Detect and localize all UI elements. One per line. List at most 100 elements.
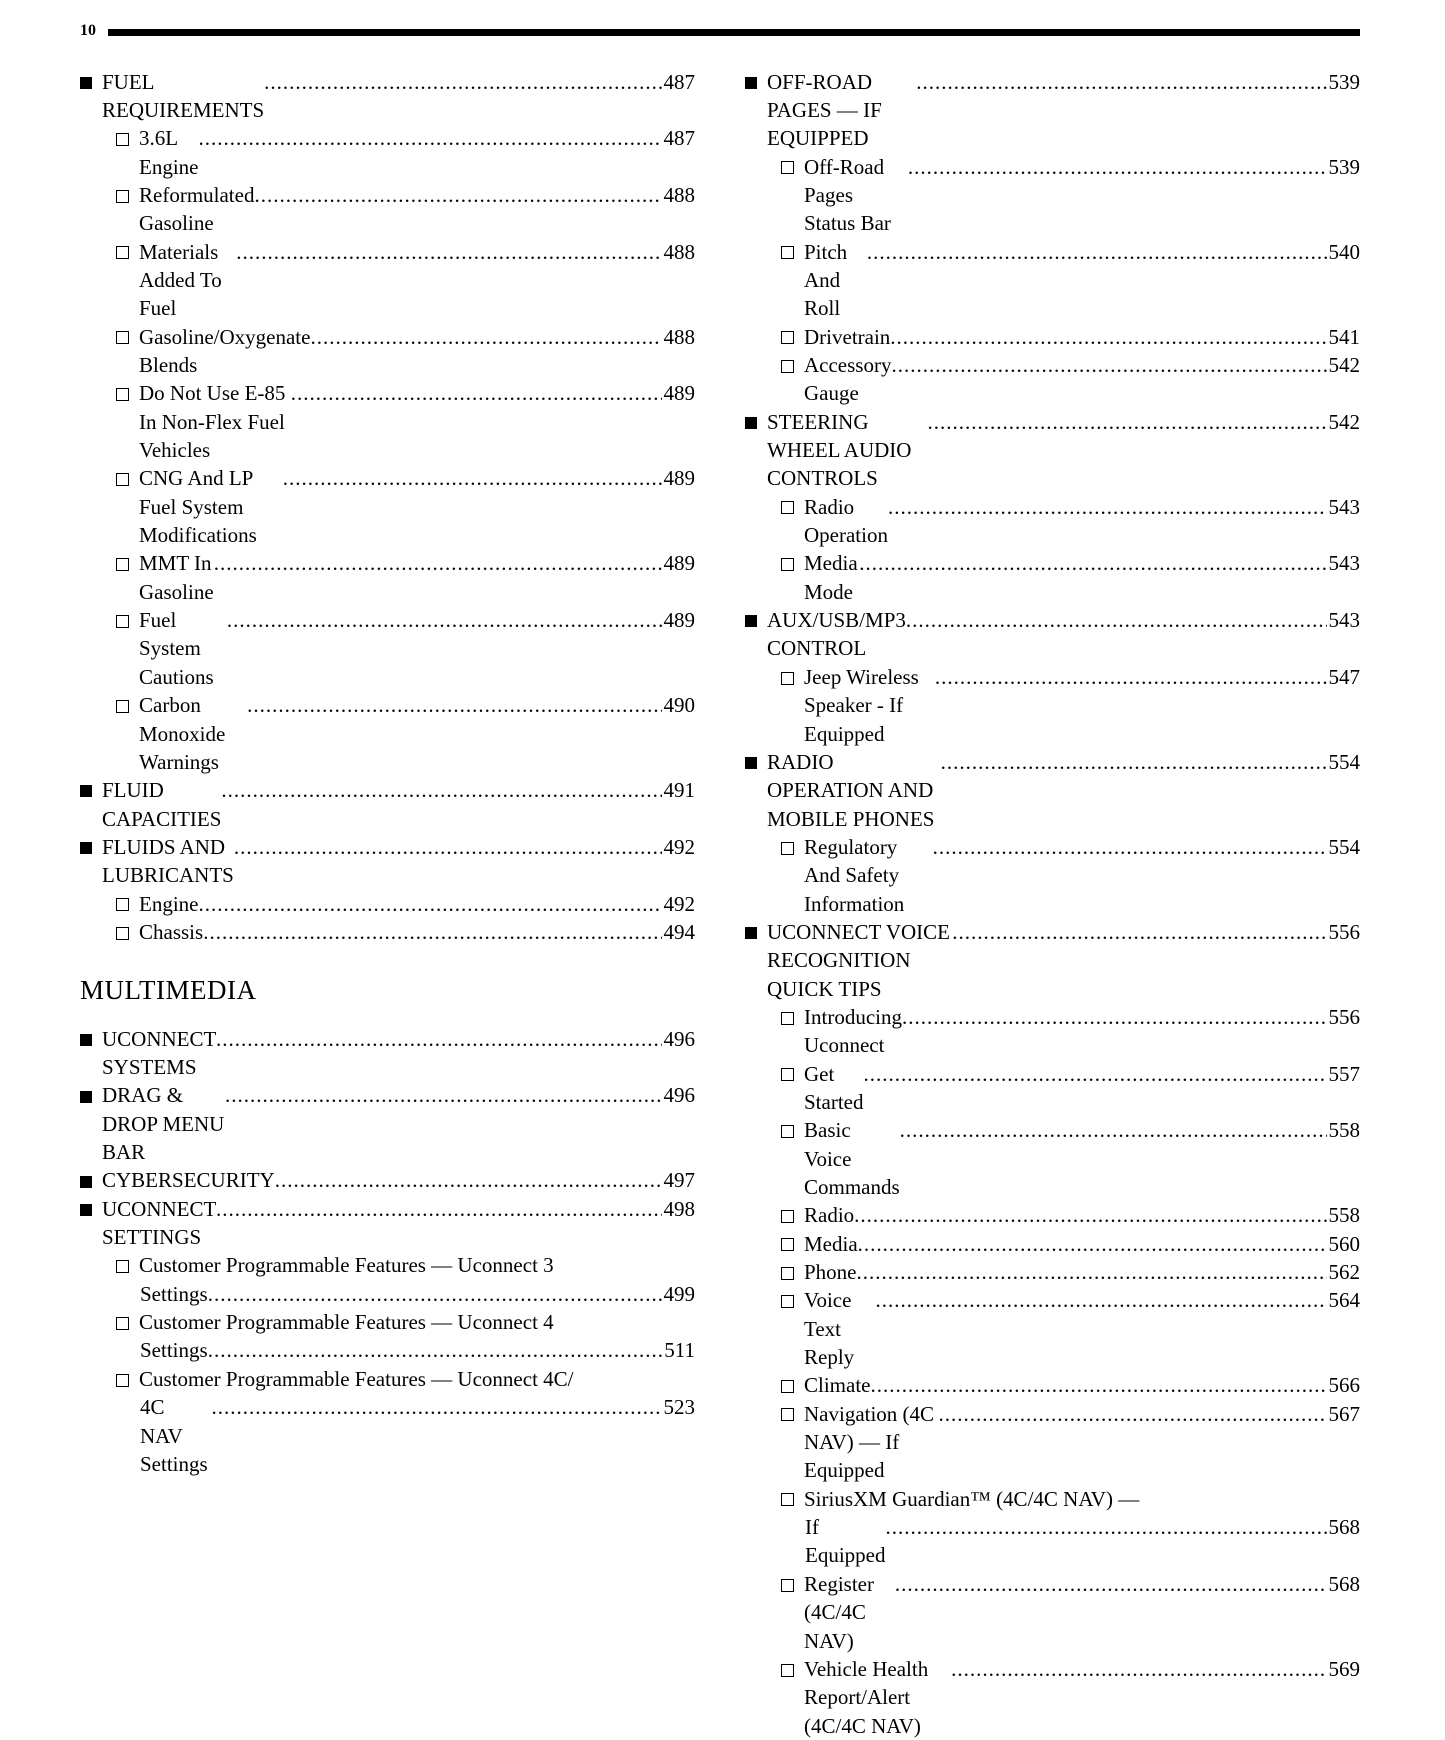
toc-leader bbox=[895, 1570, 1327, 1598]
toc-entry: UCONNECT SYSTEMS 496 bbox=[80, 1025, 695, 1082]
toc-label: RADIO OPERATION AND MOBILE PHONES bbox=[767, 748, 941, 833]
toc-page: 543 bbox=[1327, 549, 1361, 577]
toc-page: 496 bbox=[662, 1081, 696, 1109]
toc-page: 557 bbox=[1327, 1060, 1361, 1088]
toc-leader bbox=[236, 238, 661, 266]
bullet-open-icon bbox=[781, 1258, 794, 1286]
toc-page: 566 bbox=[1327, 1371, 1361, 1399]
toc-entry: Reformulated Gasoline 488 bbox=[80, 181, 695, 238]
toc-page: 556 bbox=[1327, 1003, 1361, 1031]
toc-leader bbox=[951, 1655, 1326, 1683]
bullet-open-icon bbox=[781, 833, 794, 861]
toc-entry: AUX/USB/MP3 CONTROL 543 bbox=[745, 606, 1360, 663]
toc-label: Radio bbox=[804, 1201, 854, 1229]
toc-page: 554 bbox=[1327, 833, 1361, 861]
toc-leader bbox=[908, 153, 1327, 181]
toc-entry: Media560 bbox=[745, 1230, 1360, 1258]
toc-page: 568 bbox=[1327, 1570, 1361, 1598]
bullet-open-icon bbox=[781, 1655, 794, 1683]
toc-entry: STEERING WHEEL AUDIO CONTROLS 542 bbox=[745, 408, 1360, 493]
toc-leader bbox=[933, 833, 1327, 861]
toc-label: UCONNECT VOICE RECOGNITION QUICK TIPS bbox=[767, 918, 952, 1003]
toc-leader bbox=[227, 606, 662, 634]
toc-leader bbox=[888, 493, 1327, 521]
toc-label: Voice Text Reply bbox=[804, 1286, 876, 1371]
toc-entry: UCONNECT SETTINGS498 bbox=[80, 1195, 695, 1252]
bullet-filled-icon bbox=[80, 1166, 92, 1194]
toc-entry: CNG And LP Fuel System Modifications489 bbox=[80, 464, 695, 549]
toc-leader bbox=[927, 408, 1326, 436]
toc-page: 539 bbox=[1327, 68, 1361, 96]
toc-page: 556 bbox=[1327, 918, 1361, 946]
toc-leader bbox=[858, 1230, 1327, 1258]
bullet-filled-icon bbox=[80, 1195, 92, 1223]
toc-page: 489 bbox=[662, 464, 696, 492]
toc-label: Settings bbox=[140, 1280, 208, 1308]
toc-label: If Equipped bbox=[805, 1513, 885, 1570]
toc-line: Settings 511 bbox=[116, 1336, 695, 1364]
toc-label: MMT In Gasoline bbox=[139, 549, 214, 606]
toc-page: 488 bbox=[662, 181, 696, 209]
bullet-filled-icon bbox=[745, 606, 757, 634]
toc-leader bbox=[900, 1116, 1327, 1144]
toc-label: 3.6L Engine bbox=[139, 124, 198, 181]
toc-leader bbox=[867, 238, 1327, 266]
toc-page: 496 bbox=[662, 1025, 696, 1053]
toc-label: CYBERSECURITY bbox=[102, 1166, 275, 1194]
toc-entry: Radio Operation543 bbox=[745, 493, 1360, 550]
toc-label: Do Not Use E-85 In Non-Flex Fuel Vehicle… bbox=[139, 379, 291, 464]
toc-label: Introducing Uconnect bbox=[804, 1003, 902, 1060]
bullet-open-icon bbox=[116, 124, 129, 152]
bullet-open-icon bbox=[781, 1003, 794, 1031]
toc-entry: Customer Programmable Features — Uconnec… bbox=[80, 1365, 695, 1478]
toc-entry: Pitch And Roll 540 bbox=[745, 238, 1360, 323]
toc-leader bbox=[203, 918, 661, 946]
toc-leader bbox=[859, 549, 1326, 577]
toc-label: Pitch And Roll bbox=[804, 238, 867, 323]
bullet-filled-icon bbox=[745, 408, 757, 436]
bullet-filled-icon bbox=[745, 68, 757, 96]
toc-page: 511 bbox=[662, 1336, 695, 1364]
toc-label: Fuel System Cautions bbox=[139, 606, 227, 691]
toc-column-left: FUEL REQUIREMENTS 4873.6L Engine 487Refo… bbox=[80, 68, 695, 1740]
bullet-open-icon bbox=[781, 238, 794, 266]
toc-label: Customer Programmable Features — Uconnec… bbox=[139, 1251, 554, 1279]
bullet-open-icon bbox=[781, 351, 794, 379]
toc-entry: OFF-ROAD PAGES — IF EQUIPPED 539 bbox=[745, 68, 1360, 153]
toc-line: 4C NAV Settings523 bbox=[116, 1393, 695, 1478]
toc-page: 489 bbox=[662, 606, 696, 634]
toc-leader bbox=[275, 1166, 662, 1194]
toc-label: OFF-ROAD PAGES — IF EQUIPPED bbox=[767, 68, 916, 153]
toc-entry: Fuel System Cautions 489 bbox=[80, 606, 695, 691]
toc-label: Register (4C/4C NAV) bbox=[804, 1570, 895, 1655]
bullet-filled-icon bbox=[80, 68, 92, 96]
bullet-open-icon bbox=[116, 1251, 129, 1279]
bullet-open-icon bbox=[116, 1365, 129, 1393]
toc-entry: Chassis 494 bbox=[80, 918, 695, 946]
toc-entry: CYBERSECURITY 497 bbox=[80, 1166, 695, 1194]
toc-leader bbox=[854, 1201, 1326, 1229]
toc-leader bbox=[890, 323, 1326, 351]
toc-leader bbox=[935, 663, 1327, 691]
toc-leader bbox=[876, 1286, 1327, 1314]
toc-page: 492 bbox=[662, 833, 696, 861]
toc-entry: FLUIDS AND LUBRICANTS492 bbox=[80, 833, 695, 890]
toc-page: 558 bbox=[1327, 1116, 1361, 1144]
bullet-open-icon bbox=[116, 890, 129, 918]
toc-label: Materials Added To Fuel bbox=[139, 238, 236, 323]
toc-page: 523 bbox=[662, 1393, 696, 1421]
toc-label: Gasoline/Oxygenate Blends bbox=[139, 323, 310, 380]
toc-page: 558 bbox=[1327, 1201, 1361, 1229]
toc-label: Vehicle Health Report/Alert (4C/4C NAV) bbox=[804, 1655, 951, 1740]
toc-label: Customer Programmable Features — Uconnec… bbox=[139, 1365, 574, 1393]
toc-page: 488 bbox=[662, 323, 696, 351]
toc-label: Settings bbox=[140, 1336, 208, 1364]
bullet-filled-icon bbox=[80, 776, 92, 804]
toc-leader bbox=[216, 1195, 662, 1223]
page-number: 10 bbox=[80, 20, 96, 46]
toc-page: 492 bbox=[662, 890, 696, 918]
toc-label: Media bbox=[804, 1230, 858, 1258]
bullet-filled-icon bbox=[745, 748, 757, 776]
toc-entry: SiriusXM Guardian™ (4C/4C NAV) —If Equip… bbox=[745, 1485, 1360, 1570]
toc-page: 499 bbox=[662, 1280, 696, 1308]
